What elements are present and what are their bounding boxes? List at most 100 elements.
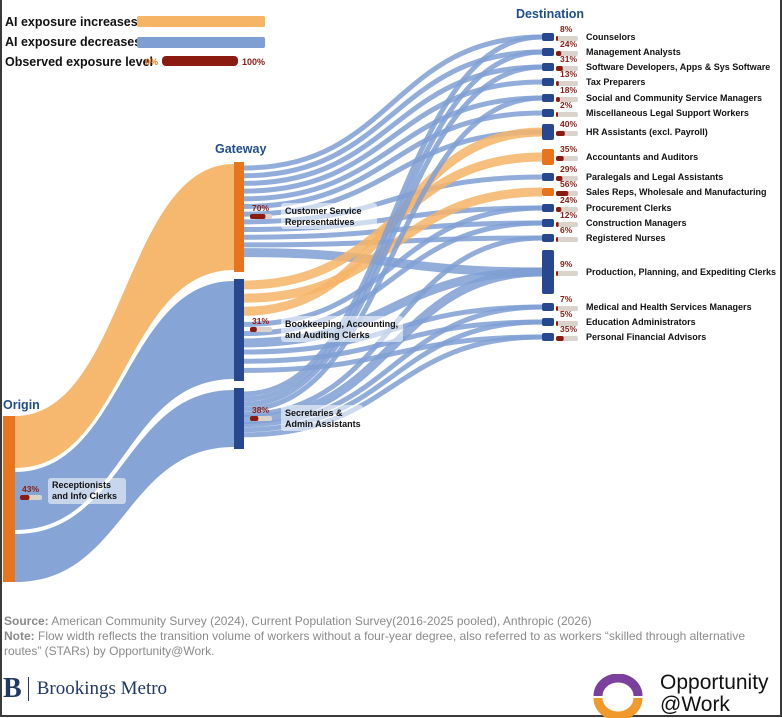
destination-node-software-developers-apps-sys-software xyxy=(542,63,554,71)
destination-11-exposure-value: 24% xyxy=(560,195,577,205)
gateway-1-exposure-bar-fill xyxy=(250,214,266,219)
frame-left-border xyxy=(0,0,2,717)
destination-13-exposure-bar-fill xyxy=(556,237,558,242)
destination-label-sales-reps-wholesale-and-manufacturing: Sales Reps, Wholesale and Manufacturing xyxy=(586,187,767,197)
gateway-1-label-line-1: Customer Service xyxy=(285,206,362,216)
gateway-node-customer-service-representatives xyxy=(234,162,244,272)
destination-node-social-and-community-service-managers xyxy=(542,94,554,102)
legend-decrease-label: AI exposure decreases xyxy=(5,35,141,49)
source-line: Source: American Community Survey (2024)… xyxy=(4,614,774,629)
legend-scale-max: 100% xyxy=(242,57,265,67)
flow-secretaries-admin--to-software-developers-apps xyxy=(243,64,543,407)
legend-level-label: Observed exposure level xyxy=(5,55,153,69)
flow-secretaries-admin--to-counselors xyxy=(243,34,543,397)
destination-label-tax-preparers: Tax Preparers xyxy=(586,77,645,87)
destination-12-exposure-bar-track xyxy=(556,222,578,227)
destination-node-management-analysts xyxy=(542,48,554,56)
legend-scale-min: 0% xyxy=(145,57,158,67)
destination-15-exposure-bar-fill xyxy=(556,306,558,311)
brookings-divider xyxy=(27,677,29,701)
brookings-mark: B xyxy=(3,673,22,704)
destination-label-hr-assistants-excl-payroll: HR Assistants (excl. Payroll) xyxy=(586,127,708,137)
destination-4-exposure-value: 13% xyxy=(560,69,577,79)
destination-2-exposure-bar-track xyxy=(556,51,578,56)
nodes-layer xyxy=(3,33,554,582)
destination-4-exposure-bar-fill xyxy=(556,81,559,86)
destination-node-miscellaneous-legal-support-workers xyxy=(542,109,554,117)
destination-14-exposure-bar-fill xyxy=(556,271,558,276)
destination-10-exposure-bar-fill xyxy=(556,191,569,196)
destination-5-exposure-bar-track xyxy=(556,97,578,102)
brookings-name: Brookings Metro xyxy=(36,678,168,699)
destination-15-exposure-bar-track xyxy=(556,306,578,311)
gateway-node-bookkeeping-accounting-and-auditing-clerks xyxy=(234,279,244,381)
legend-increase-swatch xyxy=(137,16,265,27)
note-text: Flow width reflects the transition volum… xyxy=(4,629,745,658)
destination-label-paralegals-and-legal-assistants: Paralegals and Legal Assistants xyxy=(586,172,723,182)
gateway-3-label-line-2: Admin Assistants xyxy=(285,419,361,429)
gateway-2-exposure-bar-fill xyxy=(250,327,257,332)
legend: AI exposure increases AI exposure decrea… xyxy=(5,15,265,69)
destination-5-exposure-bar-fill xyxy=(556,97,560,102)
destination-node-medical-and-health-services-managers xyxy=(542,303,554,311)
flow-customer-service-r-to-management-analysts xyxy=(243,49,543,179)
destination-12-exposure-bar-fill xyxy=(556,222,559,227)
destination-1-exposure-bar-fill xyxy=(556,36,558,41)
flow-secretaries-admin--to-management-analysts xyxy=(243,49,543,402)
legend-decrease-swatch xyxy=(137,37,265,48)
gateway-1-label-box xyxy=(281,203,377,229)
destination-6-exposure-bar-fill xyxy=(556,112,558,117)
flow-customer-service-r-to-software-developers-apps xyxy=(243,64,543,186)
destination-node-education-administrators xyxy=(542,318,554,326)
destination-label-personal-financial-advisors: Personal Financial Advisors xyxy=(586,332,706,342)
gateway-1-label-line-2: Representatives xyxy=(285,217,355,227)
note-line: Note: Flow width reflects the transition… xyxy=(4,629,774,659)
destination-3-exposure-value: 31% xyxy=(560,54,577,64)
destination-11-exposure-bar-track xyxy=(556,207,578,212)
destination-node-sales-reps-wholesale-and-manufacturing xyxy=(542,188,554,196)
frame-right-border xyxy=(780,0,782,717)
footer: Source: American Community Survey (2024)… xyxy=(4,614,774,659)
destination-node-counselors xyxy=(542,33,554,41)
legend-increase-label: AI exposure increases xyxy=(5,15,138,29)
destination-label-miscellaneous-legal-support-workers: Miscellaneous Legal Support Workers xyxy=(586,108,749,118)
origin-label-line-2: and Info Clerks xyxy=(52,491,117,501)
destination-label-software-developers-apps-sys-software: Software Developers, Apps & Sys Software xyxy=(586,62,770,72)
destination-label-production-planning-and-expediting-clerks: Production, Planning, and Expediting Cle… xyxy=(586,267,776,277)
destination-label-construction-managers: Construction Managers xyxy=(586,218,687,228)
destination-label-social-and-community-service-managers: Social and Community Service Managers xyxy=(586,93,762,103)
brookings-logo: B Brookings Metro xyxy=(3,675,167,703)
destination-node-personal-financial-advisors xyxy=(542,333,554,341)
flow-customer-service-r-to-counselors xyxy=(243,34,543,171)
destination-node-paralegals-and-legal-assistants xyxy=(542,173,554,181)
destination-label-counselors: Counselors xyxy=(586,32,636,42)
destination-label-medical-and-health-services-managers: Medical and Health Services Managers xyxy=(586,302,752,312)
destination-1-exposure-bar-track xyxy=(556,36,578,41)
opportunity-name-line2: @Work xyxy=(660,693,730,716)
origin-node-receptionists-and-info-clerks xyxy=(3,416,15,582)
gateway-3-exposure-value: 38% xyxy=(252,405,269,415)
destination-16-exposure-bar-fill xyxy=(556,321,558,326)
destination-label-procurement-clerks: Procurement Clerks xyxy=(586,203,672,213)
gateway-2-exposure-value: 31% xyxy=(252,316,269,326)
destination-17-exposure-bar-fill xyxy=(556,336,564,341)
destination-1-exposure-value: 8% xyxy=(560,24,573,34)
origin-to-gateway-link-2 xyxy=(15,281,234,530)
flow-customer-service-r-to-tax-preparers xyxy=(243,79,543,194)
destination-node-procurement-clerks xyxy=(542,204,554,212)
gateway-3-label-line-1: Secretaries & xyxy=(285,408,343,418)
gateway-2-label-line-1: Bookkeeping, Accounting, xyxy=(285,319,398,329)
column-title-origin: Origin xyxy=(3,398,40,412)
destination-10-exposure-value: 56% xyxy=(560,179,577,189)
destination-15-exposure-value: 7% xyxy=(560,294,573,304)
destination-node-production-planning-and-expediting-clerks xyxy=(542,250,554,294)
destination-11-exposure-bar-fill xyxy=(556,207,562,212)
source-text: American Community Survey (2024), Curren… xyxy=(48,614,592,628)
destination-node-hr-assistants-excl-payroll xyxy=(542,124,554,140)
opportunity-ring-icon xyxy=(593,674,643,718)
opportunity-name-line1: Opportunity xyxy=(660,671,769,694)
destination-3-exposure-bar-fill xyxy=(556,66,563,71)
column-title-destination: Destination xyxy=(516,7,584,21)
gateway-1-exposure-value: 70% xyxy=(252,203,269,213)
